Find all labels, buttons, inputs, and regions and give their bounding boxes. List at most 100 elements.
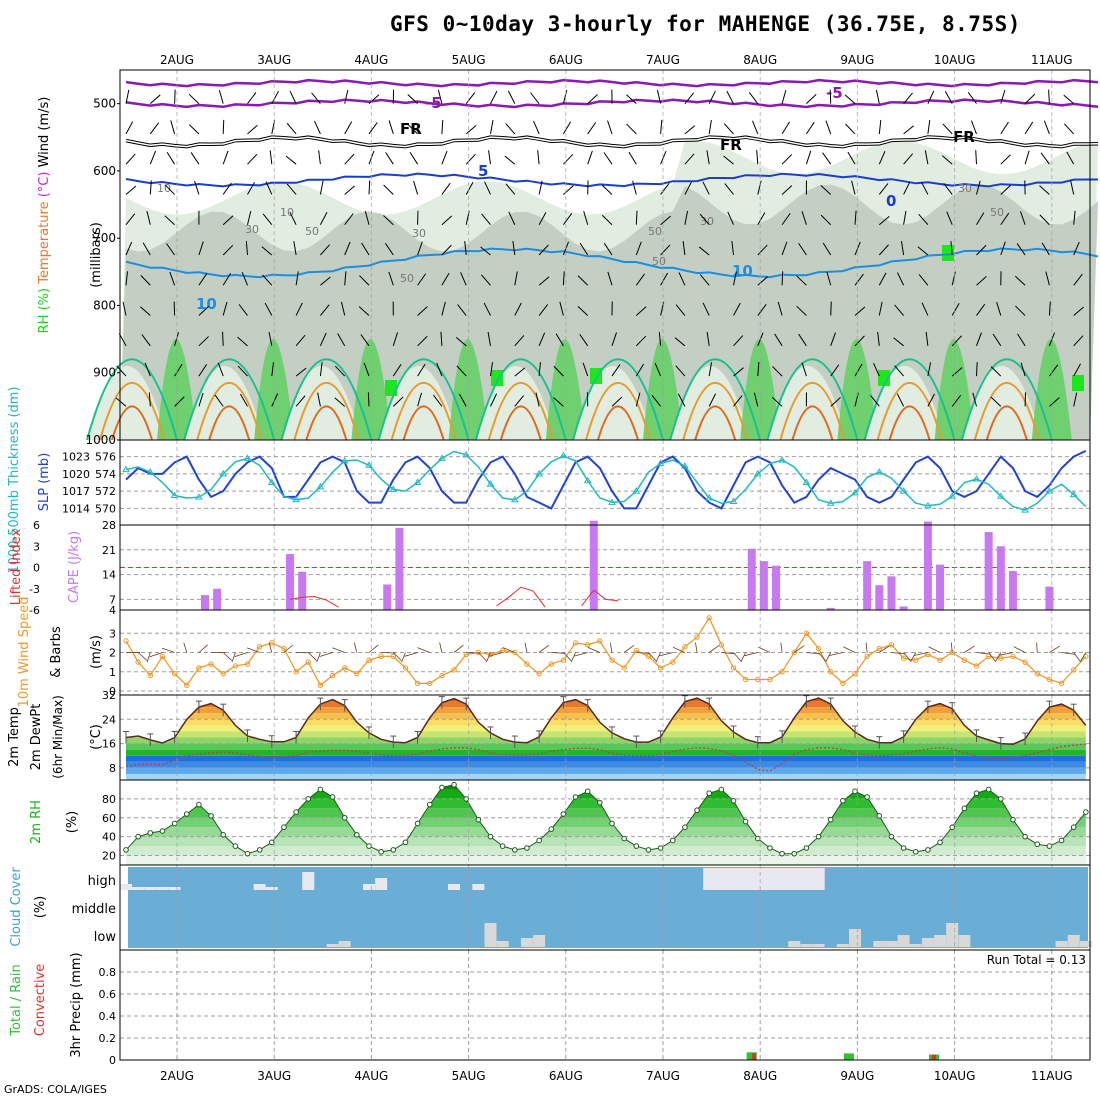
wind-barb — [125, 89, 130, 104]
wind-barb — [699, 274, 710, 286]
cloud-background — [128, 867, 1088, 948]
wind-barb-10m — [489, 652, 503, 657]
thickness-marker — [559, 451, 568, 459]
wind-barb — [632, 180, 637, 195]
rh-marker — [900, 845, 907, 851]
precip-ylabel-units: 3hr Precip (mm) — [69, 952, 84, 1057]
temp-line — [125, 697, 1087, 745]
wind-barb — [660, 244, 671, 256]
wind-barb-10m — [999, 652, 1014, 656]
cloud-level-label: high — [88, 874, 116, 889]
thickness-marker — [608, 498, 616, 505]
wind-barb — [635, 210, 638, 225]
wind-speed-marker — [524, 661, 530, 667]
wind-speed-marker — [682, 644, 688, 650]
precip-tick-label: 0 — [109, 1054, 116, 1067]
low-cloud-bar — [533, 935, 546, 947]
wind-barb — [238, 304, 248, 316]
temp-contour-20 — [585, 381, 651, 441]
wind-barb — [368, 122, 378, 135]
wind-barb — [894, 365, 904, 377]
wind-speed-marker — [925, 651, 931, 658]
wind-barb — [845, 123, 856, 135]
wind-barb — [611, 332, 618, 346]
wind-speed-marker — [512, 649, 518, 656]
wind-barb — [753, 392, 759, 407]
wind-barb-10m — [307, 652, 317, 661]
wind-barb — [222, 119, 225, 134]
low-cloud-bar — [338, 941, 351, 947]
wind-barb — [1016, 243, 1026, 256]
wind-barb — [490, 393, 498, 407]
wind-barb — [508, 211, 516, 225]
wind-barb — [656, 89, 662, 104]
rh-marker — [937, 839, 943, 846]
wind-barb-10m — [439, 642, 443, 653]
rh-marker — [609, 820, 615, 827]
rh-marker — [1034, 841, 1041, 848]
wind-barb — [334, 365, 346, 377]
wind-barb — [1020, 211, 1026, 225]
rh-marker — [135, 833, 141, 840]
wind-barb — [903, 92, 913, 104]
rh-marker — [147, 830, 154, 836]
rh-contour-label: 50 — [648, 225, 662, 238]
wind-barb — [514, 367, 526, 377]
date-label-top: 8AUG — [743, 53, 777, 67]
wind-barb — [927, 362, 932, 377]
wind-barb — [530, 92, 540, 104]
wind-barb — [1014, 275, 1026, 286]
wind-speed-marker — [1034, 670, 1040, 677]
wind-barb — [364, 211, 370, 225]
rh-marker — [512, 847, 518, 853]
wind-speed-marker — [220, 670, 226, 677]
wind-barb-10m — [623, 645, 635, 653]
wind-barb — [805, 150, 812, 165]
wind-speed-marker — [864, 653, 870, 660]
rh-marker — [888, 833, 895, 840]
rh-marker — [852, 788, 858, 795]
pressure-tick-label: 700 — [93, 231, 116, 245]
rh-contour-label: 50 — [305, 225, 319, 238]
thickness-marker — [219, 469, 228, 477]
temp-contour-15 — [572, 358, 664, 441]
wind-barb — [941, 155, 953, 165]
date-label-top: 7AUG — [646, 53, 680, 67]
wind-speed-marker — [232, 663, 239, 669]
wind-tick-label: 3 — [109, 627, 116, 640]
wind-barb — [563, 185, 574, 195]
rh-moist-column — [448, 339, 489, 440]
wind-barb — [115, 397, 127, 407]
slp-tick-label: 1023 — [62, 451, 90, 464]
wind-barb-10m — [161, 647, 175, 653]
rh-moist-column — [254, 339, 295, 440]
thickness-marker — [851, 488, 859, 496]
wind-barb — [830, 364, 840, 377]
wind-barb — [992, 333, 1002, 347]
wind-barb — [611, 364, 621, 377]
wind-barb — [677, 393, 686, 407]
wind-barb — [262, 274, 273, 286]
temp-color-band — [126, 755, 1086, 762]
wind-barb — [822, 242, 832, 256]
wind-barb — [854, 210, 857, 225]
rh-marker — [572, 794, 579, 800]
wind-barb — [684, 125, 696, 135]
wind-barb — [441, 272, 450, 286]
rh-marker — [123, 847, 129, 853]
temp-contour-label: 5 — [478, 162, 488, 180]
wind-barb — [1000, 241, 1006, 256]
wind-barb-10m — [574, 652, 588, 657]
wind-speed-marker — [815, 645, 822, 652]
wind-barb-10m — [794, 645, 805, 653]
wind-barb — [174, 396, 185, 407]
wind-barb — [1070, 180, 1075, 195]
rh-marker — [305, 796, 312, 802]
wind-barb — [1040, 152, 1050, 165]
wind-barb-10m — [672, 646, 686, 653]
thickness-marker — [340, 456, 349, 464]
wind-barb — [198, 305, 210, 316]
wind-barb — [1073, 273, 1083, 286]
wind-barb-10m — [234, 652, 248, 658]
low-cloud-bar — [946, 923, 959, 947]
